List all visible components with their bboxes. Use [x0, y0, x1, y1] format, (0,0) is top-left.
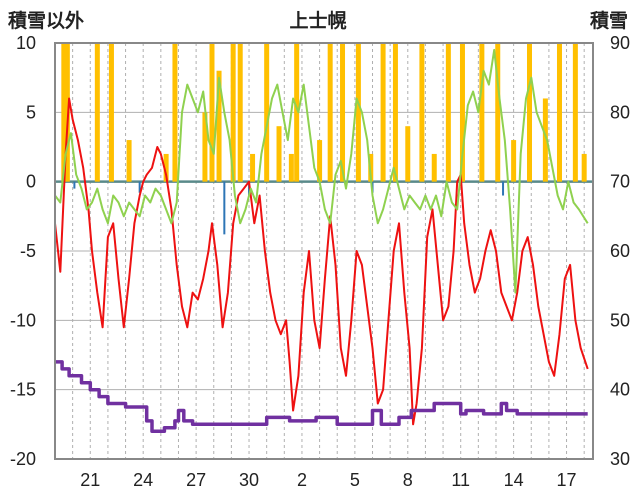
- right-tick-label: 30: [610, 449, 630, 469]
- wind-bar: [502, 181, 505, 196]
- chart-title: 上士幌: [289, 9, 346, 32]
- precip-bar: [237, 43, 243, 182]
- right-tick-label: 80: [610, 102, 630, 122]
- precip-bar: [108, 43, 114, 182]
- precip-bar: [294, 43, 300, 182]
- left-axis-label: 積雪以外: [8, 9, 84, 32]
- precip-bar: [405, 126, 411, 182]
- right-axis-label: 積雪: [590, 9, 628, 32]
- left-tick-label: -5: [20, 241, 36, 261]
- precip-bar: [495, 43, 501, 182]
- precip-bar: [572, 43, 578, 182]
- precip-bar: [459, 43, 465, 182]
- left-tick-label: 5: [26, 102, 36, 122]
- precip-bar: [202, 112, 208, 182]
- precip-bar: [172, 43, 178, 182]
- left-tick-label: 0: [26, 172, 36, 192]
- precip-bar: [556, 43, 562, 182]
- wind-bar: [138, 181, 141, 193]
- precip-bar: [94, 43, 100, 182]
- plot-frame: [54, 42, 594, 460]
- x-tick-label: 14: [504, 470, 524, 490]
- precip-bar: [317, 140, 323, 182]
- precip-bar: [355, 43, 361, 182]
- bar-series: [61, 43, 587, 235]
- x-tick-label: 8: [403, 470, 413, 490]
- right-tick-label: 60: [610, 241, 630, 261]
- precip-bar: [126, 140, 132, 182]
- precip-bar: [380, 43, 386, 182]
- x-tick-label: 2: [297, 470, 307, 490]
- precip-bar: [230, 43, 236, 182]
- x-tick-label: 17: [557, 470, 577, 490]
- wind-bar: [73, 181, 76, 189]
- wind-bar: [223, 181, 226, 235]
- precip-bar: [542, 98, 548, 182]
- precip-bar: [419, 43, 425, 182]
- left-tick-label: 10: [16, 33, 36, 53]
- sunshine-line: [54, 48, 589, 294]
- right-tick-label: 90: [610, 33, 630, 53]
- precip-bar: [216, 70, 222, 182]
- precip-bar: [511, 140, 517, 182]
- precip-bar: [392, 43, 398, 182]
- right-tick-label: 70: [610, 172, 630, 192]
- snow_depth-line: [55, 360, 588, 434]
- precip-bar: [163, 153, 169, 182]
- precip-bar: [61, 43, 67, 182]
- left-tick-label: -10: [10, 310, 36, 330]
- left-tick-label: -15: [10, 380, 36, 400]
- x-tick-label: 30: [239, 470, 259, 490]
- temperature-line: [54, 97, 589, 426]
- precip-bar: [250, 153, 256, 182]
- right-tick-label: 50: [610, 310, 630, 330]
- precip-bar: [327, 43, 333, 182]
- precip-bar: [209, 43, 215, 182]
- x-tick-label: 27: [186, 470, 206, 490]
- precip-bar: [431, 153, 437, 182]
- left-tick-label: -20: [10, 449, 36, 469]
- x-tick-label: 11: [451, 470, 470, 490]
- precip-bar: [276, 126, 282, 182]
- x-tick-label: 21: [80, 470, 100, 490]
- precip-bar: [288, 153, 294, 182]
- line-series: [54, 48, 589, 434]
- precip-bar: [581, 153, 587, 182]
- precip-bar: [526, 43, 532, 182]
- precip-bar: [445, 43, 451, 182]
- x-tick-label: 5: [350, 470, 360, 490]
- right-tick-label: 40: [610, 380, 630, 400]
- precip-bar: [479, 43, 485, 182]
- x-tick-label: 24: [133, 470, 153, 490]
- precip-bar: [340, 43, 346, 182]
- precip-bar: [264, 43, 270, 182]
